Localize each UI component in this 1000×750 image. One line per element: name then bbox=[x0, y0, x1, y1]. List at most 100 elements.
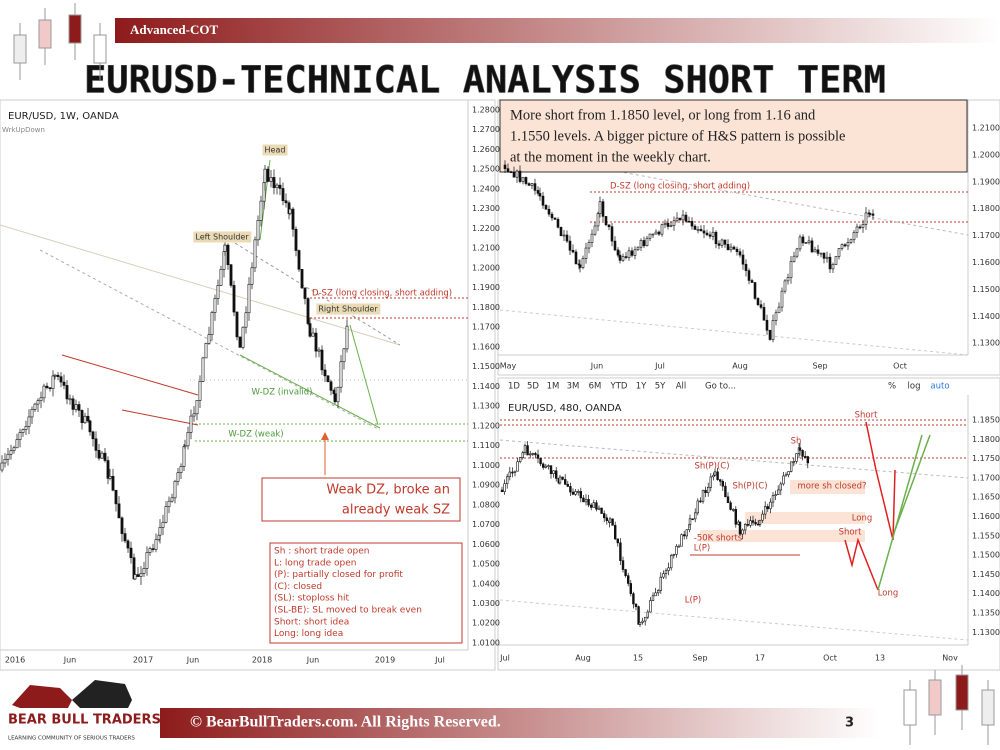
option-button[interactable]: % bbox=[888, 382, 896, 392]
candle bbox=[272, 177, 276, 189]
range-button[interactable]: 1Y bbox=[636, 382, 647, 392]
footer-bar bbox=[160, 708, 880, 738]
candle bbox=[738, 521, 742, 535]
candle bbox=[210, 312, 214, 335]
range-button[interactable]: 6M bbox=[589, 382, 602, 392]
range-button[interactable]: 5D bbox=[527, 382, 539, 392]
candle bbox=[774, 494, 777, 496]
candle bbox=[828, 256, 832, 270]
y-tick-label: 1.0600 bbox=[472, 540, 500, 549]
candle bbox=[699, 500, 702, 503]
range-button[interactable]: 5Y bbox=[655, 382, 666, 392]
candle bbox=[789, 261, 793, 279]
x-tick-label: 2019 bbox=[375, 656, 395, 665]
candle bbox=[541, 463, 545, 468]
candle bbox=[708, 234, 712, 237]
candle bbox=[579, 491, 583, 499]
y-tick-label: 1.1800 bbox=[972, 204, 1000, 213]
range-button[interactable]: 1M bbox=[547, 382, 560, 392]
candle bbox=[774, 312, 778, 321]
candle bbox=[734, 509, 738, 525]
y-tick-label: 1.1700 bbox=[972, 473, 1000, 482]
deco-candle bbox=[68, 14, 82, 44]
range-button[interactable]: 3M bbox=[567, 382, 580, 392]
candle bbox=[678, 217, 682, 221]
y-tick-label: 1.1750 bbox=[972, 454, 1000, 463]
option-button[interactable]: log bbox=[908, 382, 921, 392]
note-box bbox=[499, 99, 968, 173]
candle bbox=[186, 432, 190, 447]
candle bbox=[154, 539, 158, 550]
candle bbox=[604, 216, 608, 226]
y-tick-label: 1.0200 bbox=[472, 619, 500, 628]
candle bbox=[503, 483, 506, 493]
candle bbox=[798, 236, 802, 250]
candle bbox=[608, 518, 612, 523]
range-button[interactable]: 1D bbox=[508, 382, 520, 392]
candle bbox=[759, 304, 763, 308]
candle bbox=[528, 453, 532, 456]
y-tick-label: 1.1000 bbox=[472, 461, 500, 470]
y-tick-label: 1.1700 bbox=[472, 323, 500, 332]
y-tick-label: 1.2800 bbox=[472, 106, 500, 115]
x-tick-label: Oct bbox=[893, 362, 907, 371]
candle bbox=[753, 282, 757, 299]
candle bbox=[538, 193, 542, 197]
candle bbox=[795, 453, 798, 462]
candle bbox=[696, 500, 700, 514]
candle bbox=[515, 170, 519, 178]
candle bbox=[179, 466, 183, 474]
option-button[interactable]: auto bbox=[930, 382, 949, 392]
candle bbox=[201, 357, 205, 382]
note-line: More short from 1.1850 level, or long fr… bbox=[510, 107, 816, 123]
candle bbox=[629, 583, 633, 594]
candle bbox=[18, 432, 22, 440]
candle bbox=[9, 450, 13, 455]
candle bbox=[605, 517, 609, 521]
candle bbox=[547, 208, 551, 215]
candle bbox=[266, 168, 270, 182]
candle bbox=[539, 458, 542, 465]
candle bbox=[21, 429, 25, 433]
candle bbox=[145, 552, 149, 569]
candle bbox=[111, 476, 115, 491]
candle bbox=[669, 555, 673, 569]
candle bbox=[589, 504, 593, 508]
candle bbox=[568, 240, 572, 251]
candle bbox=[613, 240, 617, 251]
candle bbox=[587, 242, 591, 249]
candle bbox=[526, 445, 529, 456]
candle bbox=[561, 476, 564, 480]
x-tick-label: May bbox=[500, 362, 517, 371]
candle bbox=[630, 250, 634, 256]
banner-text: Advanced-COT bbox=[130, 22, 218, 37]
legend-line: (SL-BE): SL moved to break even bbox=[274, 606, 422, 616]
candle bbox=[176, 472, 180, 482]
candle bbox=[238, 336, 242, 348]
y-tick-label: 1.0300 bbox=[472, 599, 500, 608]
candle bbox=[852, 232, 856, 241]
range-button[interactable]: All bbox=[676, 382, 687, 392]
candle bbox=[789, 461, 793, 472]
candle bbox=[547, 465, 550, 467]
candle bbox=[226, 244, 230, 266]
candle bbox=[593, 225, 597, 235]
candle bbox=[574, 251, 578, 265]
candle bbox=[846, 242, 850, 247]
goto-button[interactable]: Go to... bbox=[705, 382, 736, 392]
candle bbox=[12, 447, 16, 451]
candle bbox=[345, 325, 349, 350]
annotation: D-SZ (long closing, short adding) bbox=[312, 289, 452, 299]
candle bbox=[819, 252, 823, 255]
candle bbox=[288, 208, 292, 214]
range-button[interactable]: YTD bbox=[610, 382, 628, 392]
annotation: Short bbox=[855, 411, 878, 421]
candle bbox=[521, 452, 525, 458]
note-line: 1.1550 levels. A bigger picture of H&S p… bbox=[510, 128, 845, 144]
candle bbox=[663, 222, 667, 226]
candle bbox=[86, 415, 90, 422]
candle bbox=[795, 248, 799, 257]
candle bbox=[544, 465, 548, 468]
candle bbox=[754, 522, 757, 525]
